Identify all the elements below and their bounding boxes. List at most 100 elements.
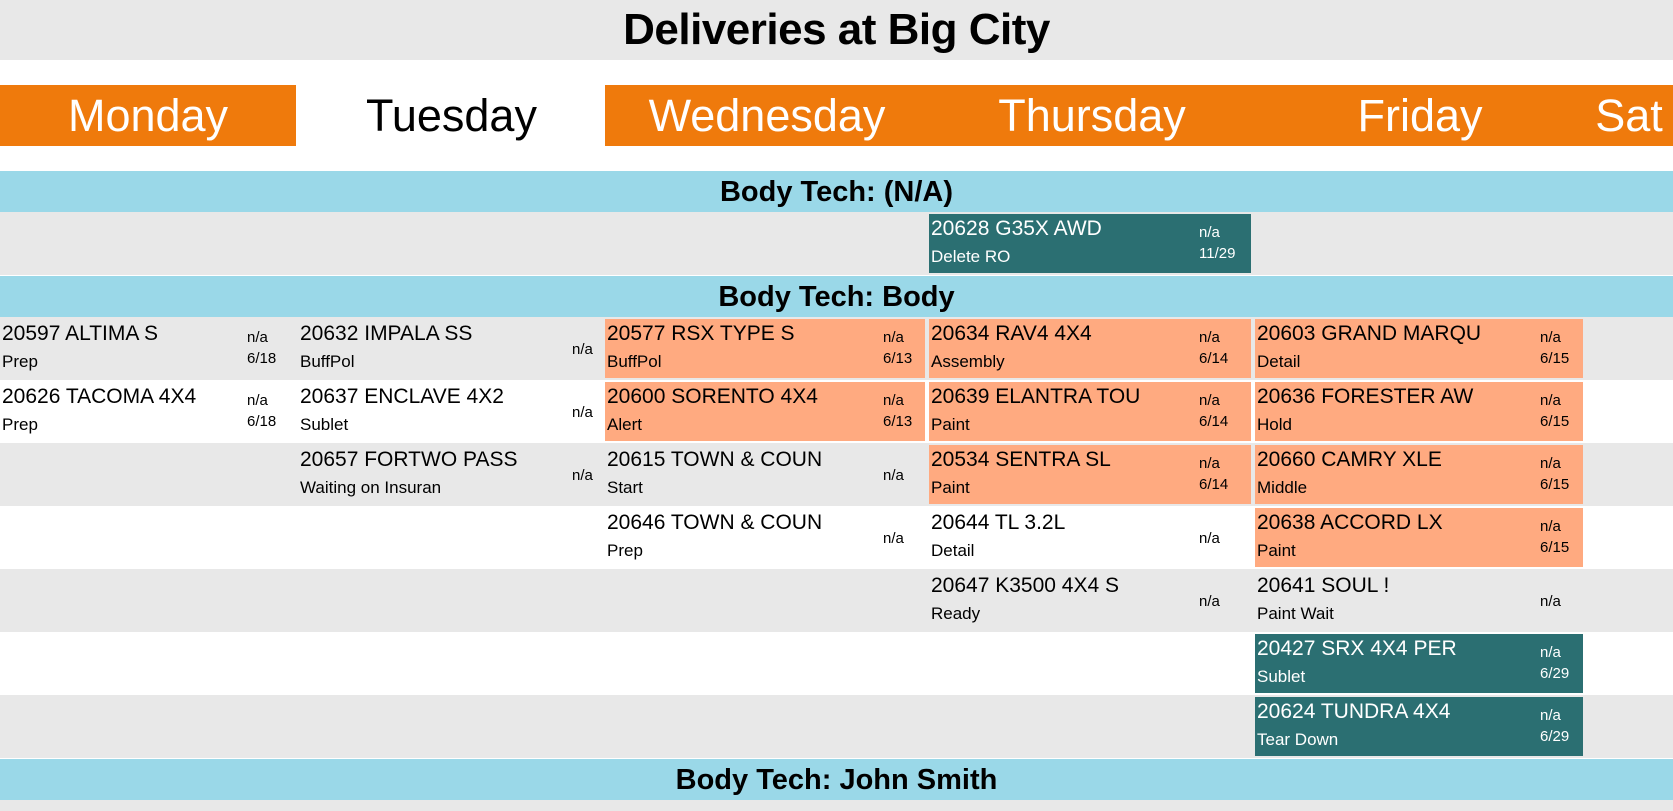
delivery-card[interactable]: 20647 K3500 4X4 S Ready n/a (929, 571, 1251, 630)
status-label: Prep (607, 541, 643, 560)
status-label: Detail (931, 541, 975, 560)
vehicle-label: 20597 ALTIMA S (2, 322, 159, 345)
title-band: Deliveries at Big City (0, 0, 1673, 60)
na-label: n/a (1199, 224, 1220, 241)
status-label: Start (607, 478, 643, 497)
status-label: Detail (1257, 352, 1301, 371)
delivery-card[interactable]: 20628 G35X AWD Delete RO n/a 11/29 (929, 214, 1251, 273)
status-label: Sublet (1257, 667, 1306, 686)
vehicle-label: 20534 SENTRA SL (931, 448, 1111, 471)
section-header: Body Tech: Body (0, 276, 1673, 317)
status-label: Ready (931, 604, 981, 623)
section-header: Body Tech: (N/A) (0, 171, 1673, 212)
vehicle-label: 20577 RSX TYPE S (607, 322, 795, 345)
na-label: n/a (883, 329, 904, 346)
na-label: n/a (247, 392, 268, 409)
status-label: Hold (1257, 415, 1292, 434)
na-label: n/a (883, 530, 904, 547)
vehicle-label: 20624 TUNDRA 4X4 (1257, 700, 1451, 723)
row-background (0, 800, 1673, 811)
delivery-card[interactable]: 20577 RSX TYPE S BuffPol n/a 6/13 (605, 319, 925, 378)
delivery-card[interactable]: 20534 SENTRA SL Paint n/a 6/14 (929, 445, 1251, 504)
na-label: n/a (1199, 530, 1220, 547)
vehicle-label: 20603 GRAND MARQU (1257, 322, 1482, 345)
status-label: Middle (1257, 478, 1308, 497)
delivery-card[interactable]: 20639 ELANTRA TOU Paint n/a 6/14 (929, 382, 1251, 441)
na-label: n/a (247, 329, 268, 346)
day-header-thursday[interactable]: Thursday (929, 85, 1255, 146)
due-date: 6/14 (1199, 476, 1229, 493)
vehicle-label: 20634 RAV4 4X4 (931, 322, 1092, 345)
vehicle-label: 20628 G35X AWD (931, 217, 1102, 240)
status-label: Prep (2, 352, 38, 371)
delivery-card[interactable]: 20632 IMPALA SS BuffPol n/a (298, 319, 605, 378)
na-label: n/a (1199, 593, 1220, 610)
vehicle-label: 20638 ACCORD LX (1257, 511, 1443, 534)
status-label: Delete RO (931, 247, 1011, 266)
na-label: n/a (1199, 455, 1220, 472)
na-label: n/a (1540, 455, 1561, 472)
vehicle-label: 20646 TOWN & COUN (607, 511, 823, 534)
delivery-card[interactable]: 20638 ACCORD LX Paint n/a 6/15 (1255, 508, 1583, 567)
delivery-card[interactable]: 20641 SOUL ! Paint Wait n/a (1255, 571, 1583, 630)
vehicle-label: 20615 TOWN & COUN (607, 448, 823, 471)
vehicle-label: 20626 TACOMA 4X4 (2, 385, 197, 408)
delivery-card[interactable]: 20644 TL 3.2L Detail n/a (929, 508, 1251, 567)
day-header-wednesday[interactable]: Wednesday (605, 85, 929, 146)
status-label: Paint (1257, 541, 1296, 560)
due-date: 6/15 (1540, 476, 1570, 493)
delivery-card[interactable]: 20600 SORENTO 4X4 Alert n/a 6/13 (605, 382, 925, 441)
vehicle-label: 20636 FORESTER AW (1257, 385, 1474, 408)
vehicle-label: 20639 ELANTRA TOU (931, 385, 1141, 408)
vehicle-label: 20657 FORTWO PASS (300, 448, 518, 471)
status-label: Assembly (931, 352, 1005, 371)
status-label: Prep (2, 415, 38, 434)
day-header-tuesday[interactable]: Tuesday (298, 85, 605, 146)
status-label: Paint (931, 478, 970, 497)
due-date: 6/13 (883, 413, 913, 430)
na-label: n/a (883, 392, 904, 409)
delivery-card[interactable]: 20624 TUNDRA 4X4 Tear Down n/a 6/29 (1255, 697, 1583, 756)
due-date: 6/18 (247, 350, 277, 367)
delivery-card[interactable]: 20626 TACOMA 4X4 Prep n/a 6/18 (0, 382, 288, 441)
na-label: n/a (1199, 329, 1220, 346)
status-label: BuffPol (607, 352, 662, 371)
day-header-monday[interactable]: Monday (0, 85, 296, 146)
due-date: 6/15 (1540, 350, 1570, 367)
delivery-card[interactable]: 20636 FORESTER AW Hold n/a 6/15 (1255, 382, 1583, 441)
status-label: BuffPol (300, 352, 355, 371)
day-header-friday[interactable]: Friday (1255, 85, 1585, 146)
delivery-card[interactable]: 20657 FORTWO PASS Waiting on Insuran n/a (298, 445, 605, 504)
vehicle-label: 20637 ENCLAVE 4X2 (300, 385, 504, 408)
na-label: n/a (1540, 518, 1561, 535)
status-label: Tear Down (1257, 730, 1339, 749)
na-label: n/a (572, 404, 593, 421)
due-date: 11/29 (1199, 245, 1236, 262)
status-label: Waiting on Insuran (300, 478, 442, 497)
delivery-card[interactable]: 20660 CAMRY XLE Middle n/a 6/15 (1255, 445, 1583, 504)
row-background (0, 212, 1673, 275)
status-label: Alert (607, 415, 642, 434)
na-label: n/a (1540, 593, 1561, 610)
delivery-card[interactable]: 20634 RAV4 4X4 Assembly n/a 6/14 (929, 319, 1251, 378)
due-date: 6/14 (1199, 350, 1229, 367)
delivery-card[interactable]: 20646 TOWN & COUN Prep n/a (605, 508, 925, 567)
due-date: 6/29 (1540, 665, 1570, 682)
delivery-card[interactable]: 20427 SRX 4X4 PER Sublet n/a 6/29 (1255, 634, 1583, 693)
delivery-card[interactable]: 20597 ALTIMA S Prep n/a 6/18 (0, 319, 288, 378)
delivery-card[interactable]: 20603 GRAND MARQU Detail n/a 6/15 (1255, 319, 1583, 378)
na-label: n/a (1540, 644, 1561, 661)
due-date: 6/13 (883, 350, 913, 367)
na-label: n/a (572, 341, 593, 358)
na-label: n/a (1540, 392, 1561, 409)
na-label: n/a (883, 467, 904, 484)
delivery-card[interactable]: 20615 TOWN & COUN Start n/a (605, 445, 925, 504)
due-date: 6/18 (247, 413, 277, 430)
due-date: 6/14 (1199, 413, 1229, 430)
status-label: Sublet (300, 415, 349, 434)
section-header: Body Tech: John Smith (0, 759, 1673, 800)
vehicle-label: 20641 SOUL ! (1257, 574, 1390, 597)
delivery-card[interactable]: 20637 ENCLAVE 4X2 Sublet n/a (298, 382, 605, 441)
day-header-sat[interactable]: Sat (1585, 85, 1673, 146)
due-date: 6/15 (1540, 539, 1570, 556)
